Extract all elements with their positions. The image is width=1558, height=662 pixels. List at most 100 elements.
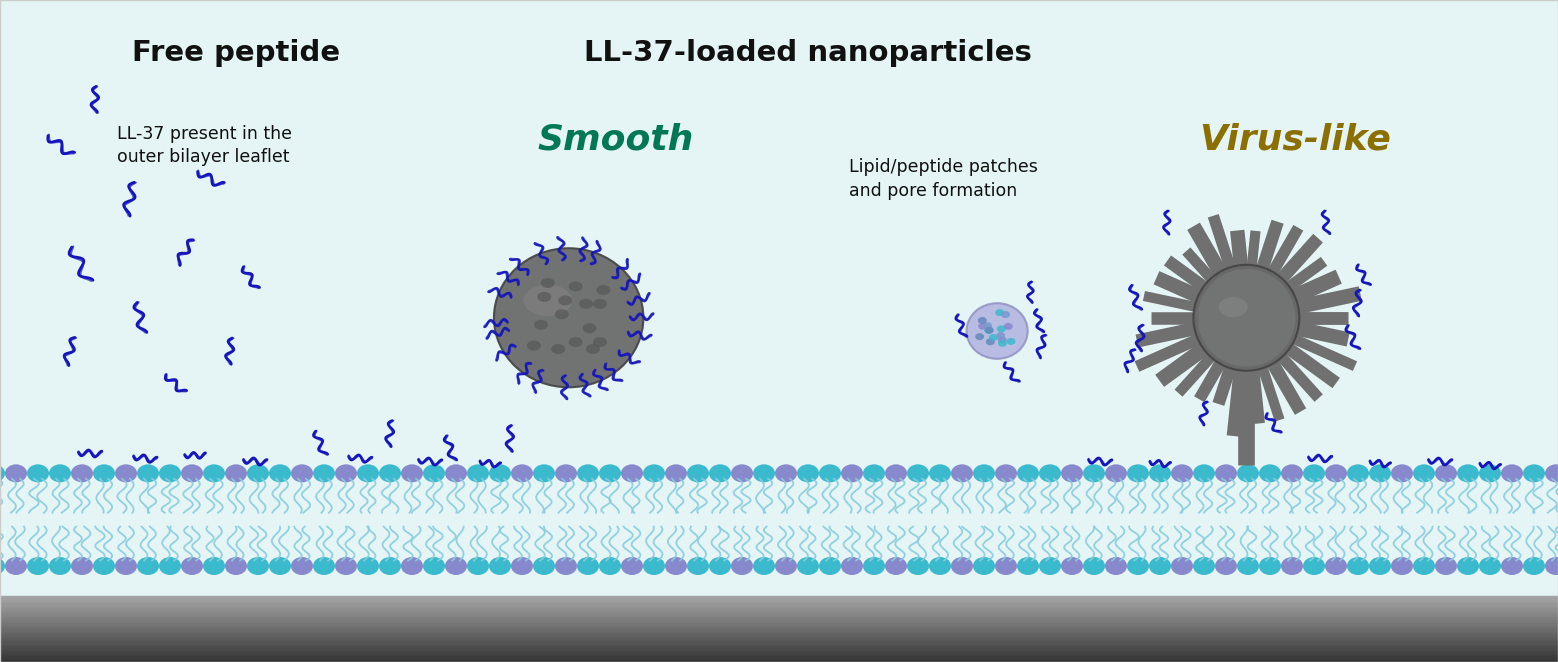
- Ellipse shape: [159, 464, 181, 483]
- Ellipse shape: [1237, 464, 1259, 483]
- Ellipse shape: [1324, 464, 1348, 483]
- Bar: [0, 602, 1558, 604]
- Ellipse shape: [1215, 464, 1237, 483]
- Ellipse shape: [1006, 338, 1016, 345]
- Text: Virus-like: Virus-like: [1200, 122, 1391, 156]
- Ellipse shape: [533, 557, 555, 575]
- Text: LL-37 present in the
outer bilayer leaflet: LL-37 present in the outer bilayer leafl…: [117, 125, 291, 166]
- Ellipse shape: [1002, 311, 1010, 318]
- Ellipse shape: [541, 278, 555, 288]
- Ellipse shape: [1479, 464, 1500, 483]
- Ellipse shape: [1061, 557, 1083, 575]
- Ellipse shape: [424, 464, 446, 483]
- Ellipse shape: [580, 299, 594, 309]
- Ellipse shape: [569, 281, 583, 291]
- Bar: [0, 650, 1558, 652]
- Ellipse shape: [997, 336, 1006, 344]
- Ellipse shape: [583, 323, 597, 333]
- Ellipse shape: [974, 557, 996, 575]
- Bar: [0, 622, 1558, 624]
- Ellipse shape: [753, 557, 774, 575]
- Ellipse shape: [203, 557, 224, 575]
- Ellipse shape: [966, 303, 1028, 359]
- Ellipse shape: [709, 464, 731, 483]
- Ellipse shape: [1083, 464, 1105, 483]
- Ellipse shape: [527, 340, 541, 351]
- Ellipse shape: [533, 464, 555, 483]
- Bar: [0, 629, 1558, 630]
- Ellipse shape: [1105, 464, 1126, 483]
- Bar: [0, 621, 1558, 622]
- Ellipse shape: [400, 464, 424, 483]
- Ellipse shape: [523, 285, 572, 316]
- Ellipse shape: [978, 317, 986, 324]
- Ellipse shape: [1500, 464, 1524, 483]
- Ellipse shape: [989, 334, 997, 341]
- Ellipse shape: [907, 557, 929, 575]
- Ellipse shape: [424, 557, 446, 575]
- Ellipse shape: [1172, 464, 1193, 483]
- Bar: [0, 645, 1558, 647]
- Ellipse shape: [552, 344, 566, 354]
- Text: Free peptide: Free peptide: [132, 39, 341, 67]
- Ellipse shape: [1281, 464, 1302, 483]
- Ellipse shape: [996, 332, 1005, 339]
- Bar: [0, 661, 1558, 662]
- Ellipse shape: [1172, 557, 1193, 575]
- Ellipse shape: [1259, 464, 1281, 483]
- Ellipse shape: [1435, 557, 1457, 575]
- Ellipse shape: [291, 464, 313, 483]
- Bar: [0, 597, 1558, 599]
- Ellipse shape: [72, 464, 93, 483]
- Ellipse shape: [1148, 464, 1172, 483]
- Ellipse shape: [643, 557, 665, 575]
- Ellipse shape: [1215, 557, 1237, 575]
- Ellipse shape: [978, 322, 988, 330]
- Ellipse shape: [1457, 557, 1479, 575]
- Ellipse shape: [1302, 464, 1324, 483]
- Ellipse shape: [446, 557, 467, 575]
- Bar: [0, 655, 1558, 657]
- Ellipse shape: [1126, 464, 1148, 483]
- Ellipse shape: [622, 557, 643, 575]
- Ellipse shape: [1218, 297, 1248, 317]
- Ellipse shape: [841, 464, 863, 483]
- Ellipse shape: [1017, 557, 1039, 575]
- Ellipse shape: [774, 557, 798, 575]
- Ellipse shape: [687, 557, 709, 575]
- Ellipse shape: [997, 325, 1006, 332]
- Ellipse shape: [950, 464, 974, 483]
- Ellipse shape: [555, 309, 569, 319]
- Bar: [0, 608, 1558, 609]
- Bar: [0, 649, 1558, 650]
- Bar: [0, 647, 1558, 649]
- Ellipse shape: [996, 464, 1017, 483]
- Ellipse shape: [159, 557, 181, 575]
- Ellipse shape: [48, 557, 72, 575]
- Ellipse shape: [335, 464, 357, 483]
- Ellipse shape: [0, 464, 5, 483]
- Ellipse shape: [1324, 557, 1348, 575]
- Ellipse shape: [1193, 557, 1215, 575]
- Ellipse shape: [576, 464, 598, 483]
- Ellipse shape: [181, 464, 203, 483]
- Ellipse shape: [511, 464, 533, 483]
- Ellipse shape: [555, 464, 576, 483]
- Ellipse shape: [709, 557, 731, 575]
- Ellipse shape: [1039, 557, 1061, 575]
- Ellipse shape: [1524, 464, 1546, 483]
- Ellipse shape: [586, 344, 600, 354]
- Ellipse shape: [26, 557, 48, 575]
- Bar: [0, 601, 1558, 602]
- Ellipse shape: [798, 557, 820, 575]
- Ellipse shape: [1193, 265, 1299, 371]
- Ellipse shape: [929, 464, 950, 483]
- Ellipse shape: [313, 557, 335, 575]
- Ellipse shape: [1457, 464, 1479, 483]
- Ellipse shape: [291, 557, 313, 575]
- Ellipse shape: [985, 326, 994, 334]
- Ellipse shape: [115, 464, 137, 483]
- Text: Smooth: Smooth: [538, 122, 693, 156]
- Ellipse shape: [863, 464, 885, 483]
- Ellipse shape: [975, 333, 985, 340]
